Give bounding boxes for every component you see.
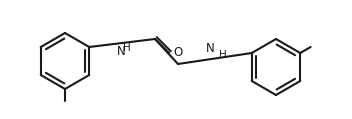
Text: H: H [219,50,227,60]
Text: O: O [173,47,182,60]
Text: N: N [206,42,215,55]
Text: N: N [117,45,126,58]
Text: H: H [123,43,131,53]
